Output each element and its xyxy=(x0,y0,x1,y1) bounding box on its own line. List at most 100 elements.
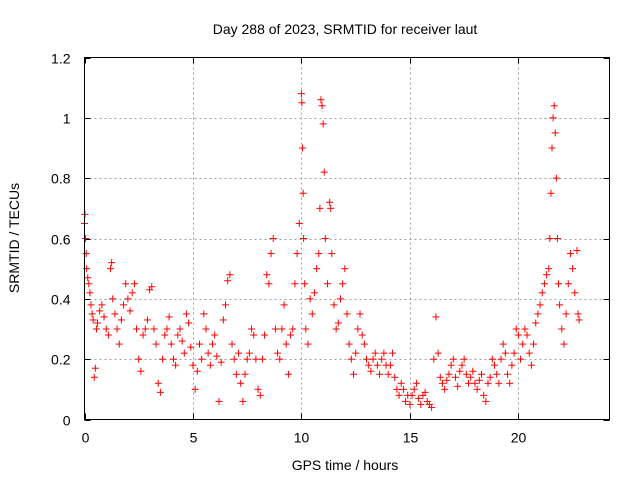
data-point xyxy=(299,144,307,152)
data-point xyxy=(191,385,199,393)
data-point xyxy=(113,325,121,333)
data-point xyxy=(211,331,219,339)
data-point xyxy=(460,355,468,363)
data-point xyxy=(215,397,223,405)
data-point xyxy=(432,313,440,321)
data-point xyxy=(163,325,171,333)
data-point xyxy=(148,283,156,291)
data-point xyxy=(169,355,177,363)
data-point xyxy=(278,325,286,333)
data-point xyxy=(341,265,349,273)
data-point xyxy=(267,250,275,258)
y-tick-label: 0.8 xyxy=(51,171,71,187)
data-point xyxy=(334,319,342,327)
data-point xyxy=(298,99,306,107)
data-point xyxy=(310,289,318,297)
data-point xyxy=(399,385,407,393)
y-tick-label: 1.2 xyxy=(51,51,71,67)
data-point xyxy=(261,331,269,339)
data-point xyxy=(556,301,564,309)
data-point xyxy=(308,310,316,318)
data-point xyxy=(226,271,234,279)
data-point xyxy=(415,394,423,402)
data-point xyxy=(301,280,309,288)
data-point xyxy=(82,235,90,242)
data-point xyxy=(250,331,258,339)
data-point xyxy=(159,355,167,363)
data-point xyxy=(104,331,112,339)
axis-ticks xyxy=(84,57,610,421)
data-point xyxy=(139,331,147,339)
data-point xyxy=(124,295,132,303)
y-tick-label: 0.4 xyxy=(51,292,71,308)
data-point xyxy=(115,340,123,348)
data-point xyxy=(85,280,93,288)
data-point xyxy=(501,349,509,357)
data-point xyxy=(512,325,520,333)
data-point xyxy=(538,289,546,297)
data-point xyxy=(141,325,149,333)
x-tick-label: 10 xyxy=(294,430,310,446)
data-point xyxy=(128,289,136,297)
data-point xyxy=(213,352,221,360)
data-point xyxy=(92,325,100,333)
data-point xyxy=(555,280,563,288)
data-point xyxy=(90,373,98,381)
data-point xyxy=(180,349,188,357)
data-point xyxy=(172,361,180,369)
data-point xyxy=(248,325,256,333)
data-point xyxy=(525,349,533,357)
data-point xyxy=(546,235,554,242)
data-point xyxy=(354,325,362,333)
data-point xyxy=(345,340,353,348)
chart-title: Day 288 of 2023, SRMTID for receiver lau… xyxy=(213,21,478,37)
data-point xyxy=(540,280,548,288)
data-point xyxy=(254,385,262,393)
data-point xyxy=(543,271,551,279)
data-point xyxy=(280,301,288,309)
data-point xyxy=(486,373,494,381)
data-point xyxy=(161,331,169,339)
data-point xyxy=(504,370,512,378)
data-point xyxy=(94,319,102,327)
data-point xyxy=(475,376,483,384)
data-point xyxy=(243,355,251,363)
data-point xyxy=(549,114,557,122)
data-point xyxy=(462,370,470,378)
data-point xyxy=(573,247,581,255)
data-point xyxy=(156,388,164,396)
data-point xyxy=(193,367,201,375)
data-point xyxy=(493,370,501,378)
data-point xyxy=(174,331,182,339)
data-point xyxy=(332,325,340,333)
data-point xyxy=(530,340,538,348)
data-point xyxy=(271,325,279,333)
data-point xyxy=(384,370,392,378)
data-point xyxy=(395,391,403,399)
data-point xyxy=(206,361,214,369)
data-point xyxy=(315,250,323,258)
data-point xyxy=(552,174,560,182)
data-point xyxy=(316,204,324,212)
data-point xyxy=(185,319,193,327)
data-point xyxy=(373,361,381,369)
data-point xyxy=(456,367,464,375)
y-tick-label: 0.2 xyxy=(51,352,71,368)
data-point xyxy=(235,349,243,357)
data-point xyxy=(232,370,240,378)
data-point xyxy=(393,385,401,393)
data-point xyxy=(347,355,355,363)
data-point xyxy=(350,370,358,378)
data-point xyxy=(352,349,360,357)
data-point xyxy=(265,280,273,288)
data-point xyxy=(397,379,405,387)
data-point xyxy=(330,301,338,309)
data-point xyxy=(122,280,130,288)
data-point xyxy=(499,340,507,348)
data-point xyxy=(287,331,295,339)
data-point xyxy=(506,379,514,387)
data-point xyxy=(150,325,158,333)
data-point xyxy=(484,379,492,387)
data-point xyxy=(412,379,420,387)
